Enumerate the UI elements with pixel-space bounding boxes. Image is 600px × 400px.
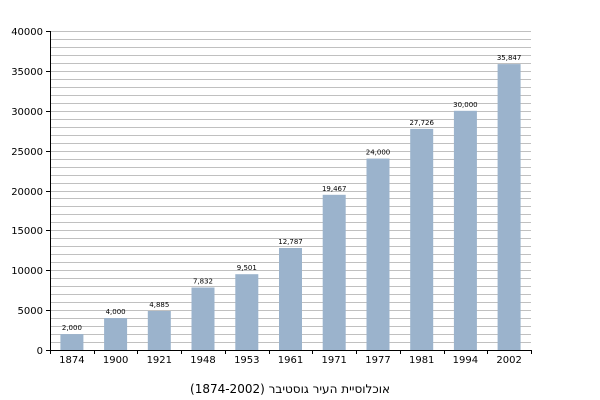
bar-1874 <box>60 334 84 350</box>
x-tick-label-1953: 1953 <box>234 355 259 366</box>
y-tick-label-5000: 5000 <box>18 306 43 317</box>
bar-1977 <box>366 158 390 350</box>
bar-2002 <box>497 64 521 350</box>
x-tick-label-1961: 1961 <box>278 355 303 366</box>
axes <box>46 31 532 354</box>
bar-1981 <box>410 128 434 350</box>
data-label-1948: 7,832 <box>193 278 213 286</box>
y-tick-label-0: 0 <box>37 346 43 357</box>
data-label-1953: 9,501 <box>237 264 257 272</box>
chart-caption: אוכלוסיית העיר גוסטיבר (1874-2002) <box>190 382 390 396</box>
y-tick-label-10000: 10000 <box>11 266 43 277</box>
data-label-1961: 12,787 <box>278 238 303 246</box>
x-tick-label-1948: 1948 <box>190 355 215 366</box>
data-label-1981: 27,726 <box>409 119 434 127</box>
bar-1900 <box>104 318 128 350</box>
bar-1994 <box>453 110 477 351</box>
x-tick-label-1977: 1977 <box>365 355 390 366</box>
data-label-1921: 4,885 <box>149 301 169 309</box>
bar-1961 <box>279 248 302 350</box>
grid-lines <box>50 31 531 343</box>
data-label-1971: 19,467 <box>322 185 347 193</box>
x-tick-label-1994: 1994 <box>453 355 478 366</box>
y-tick-label-25000: 25000 <box>11 147 43 158</box>
y-tick-label-30000: 30000 <box>11 107 43 118</box>
bar-1948 <box>191 287 215 350</box>
bar-1953 <box>235 274 259 350</box>
data-label-1900: 4,000 <box>106 308 126 316</box>
x-tick-label-1981: 1981 <box>409 355 434 366</box>
x-tick-label-1900: 1900 <box>103 355 128 366</box>
x-tick-label-2002: 2002 <box>496 355 521 366</box>
bars <box>60 64 521 351</box>
bar-1921 <box>147 311 171 350</box>
y-tick-label-40000: 40000 <box>11 27 43 38</box>
x-tick-label-1971: 1971 <box>321 355 346 366</box>
y-tick-label-35000: 35000 <box>11 67 43 78</box>
labels: 2,000 1874 4,000 1900 4,885 1921 7,832 1948 9,50… <box>11 27 522 366</box>
x-tick-label-1874: 1874 <box>59 355 84 366</box>
data-label-1994: 30,000 <box>453 101 478 109</box>
bar-1971 <box>322 194 346 350</box>
y-tick-label-20000: 20000 <box>11 187 43 198</box>
data-label-1874: 2,000 <box>62 324 82 332</box>
x-tick-label-1921: 1921 <box>147 355 172 366</box>
y-tick-label-15000: 15000 <box>11 226 43 237</box>
data-label-2002: 35,847 <box>497 54 522 62</box>
data-label-1977: 24,000 <box>366 149 391 157</box>
